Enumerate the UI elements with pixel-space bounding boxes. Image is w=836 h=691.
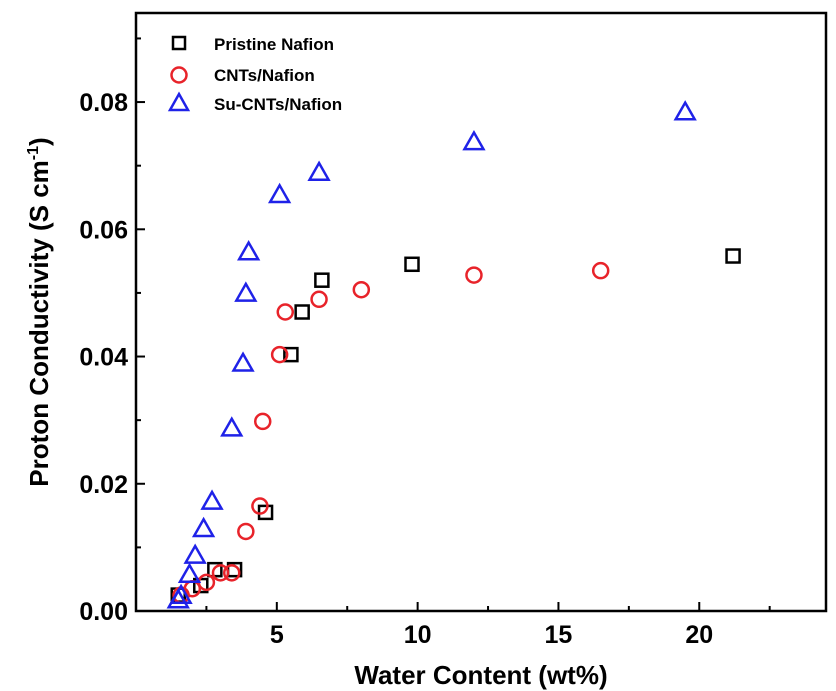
y-axis-label: Proton Conductivity (S cm-1) — [24, 137, 54, 486]
y-tick-label-0.00: 0.00 — [79, 598, 128, 626]
legend-label-su-cnts-nafion: Su-CNTs/Nafion — [214, 95, 342, 114]
y-axis-label-main: Proton Conductivity (S cm — [24, 160, 54, 486]
axis-ticks — [136, 37, 771, 612]
legend-marker-cnts-nafion — [170, 66, 188, 84]
y-tick-label-0.08: 0.08 — [79, 89, 128, 117]
point-su-cnts-nafion-12 — [462, 129, 486, 151]
point-su-cnts-nafion-11 — [307, 160, 331, 181]
legend-marker-pristine-nafion — [171, 35, 187, 51]
y-tick-label-0.06: 0.06 — [79, 216, 128, 244]
point-su-cnts-nafion-8 — [234, 281, 258, 302]
point-cnts-nafion-11 — [352, 280, 371, 299]
point-cnts-nafion-13 — [591, 261, 610, 280]
y-axis-label-close: ) — [24, 137, 54, 146]
legend-label-pristine-nafion: Pristine Nafion — [214, 35, 334, 54]
y-axis-label-superscript: -1 — [25, 146, 42, 160]
plot-frame — [134, 11, 828, 613]
legend-marker-su-cnts-nafion — [167, 91, 191, 112]
axis-tick-labels: 5 10 15 20 0.00 0.02 0.04 0.06 0.08 — [79, 89, 713, 649]
point-su-cnts-nafion-4 — [191, 516, 216, 538]
x-tick-label-20: 20 — [685, 621, 713, 649]
x-axis-label: Water Content (wt%) — [354, 660, 607, 690]
point-su-cnts-nafion-3 — [183, 543, 207, 564]
point-cnts-nafion-4 — [223, 564, 241, 582]
legend: Pristine Nafion CNTs/Nafion Su-CNTs/Nafi… — [167, 35, 342, 114]
point-su-cnts-nafion-13 — [673, 100, 697, 121]
point-pristine-nafion-6 — [294, 304, 310, 320]
point-cnts-nafion-10 — [310, 290, 328, 309]
point-cnts-nafion-3 — [211, 564, 230, 582]
y-tick-label-0.04: 0.04 — [79, 344, 128, 372]
point-cnts-nafion-7 — [253, 412, 272, 431]
point-su-cnts-nafion-6 — [220, 416, 244, 437]
x-tick-label-10: 10 — [404, 621, 432, 649]
point-cnts-nafion-12 — [465, 266, 483, 284]
point-pristine-nafion-5 — [283, 346, 299, 363]
x-tick-label-15: 15 — [545, 621, 573, 649]
point-su-cnts-nafion-10 — [267, 182, 292, 204]
point-su-cnts-nafion-1 — [169, 583, 193, 604]
point-su-cnts-nafion-5 — [200, 489, 224, 510]
data-points — [166, 100, 741, 609]
y-tick-label-0.02: 0.02 — [79, 471, 128, 499]
point-su-cnts-nafion-9 — [237, 240, 261, 261]
point-su-cnts-nafion-7 — [231, 351, 255, 372]
point-su-cnts-nafion-2 — [177, 562, 202, 584]
point-pristine-nafion-7 — [314, 272, 330, 288]
point-pristine-nafion-8 — [404, 256, 420, 273]
point-pristine-nafion-9 — [725, 248, 741, 264]
point-cnts-nafion-1 — [183, 579, 202, 598]
x-tick-label-5: 5 — [270, 621, 284, 649]
legend-label-cnts-nafion: CNTs/Nafion — [214, 66, 315, 85]
point-cnts-nafion-9 — [276, 303, 295, 321]
point-cnts-nafion-6 — [251, 497, 269, 515]
point-cnts-nafion-8 — [270, 345, 289, 364]
point-cnts-nafion-5 — [237, 522, 255, 541]
